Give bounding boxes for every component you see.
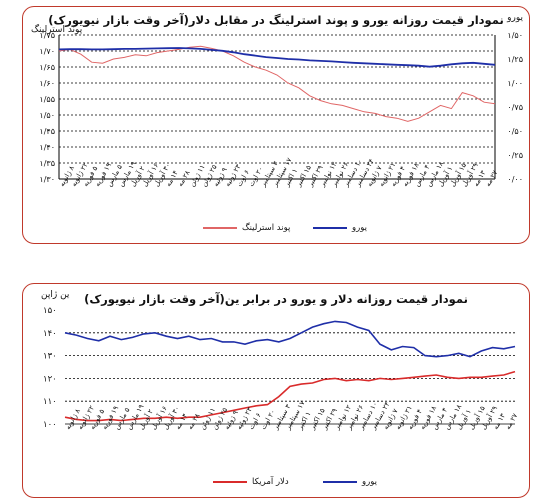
y-tick-label: ۱۱۰ [43,397,57,407]
legend-swatch-euro [313,227,347,229]
left-y-tick-label: ۱/۶۵ [39,63,55,72]
right-axis-label: یورو [507,13,523,23]
legend-euro: یورو [323,477,377,487]
right-y-tick-label: ۱/۰۰ [507,79,523,88]
series-line-0 [58,45,496,122]
x-tick-label: ۲۷ مه [484,169,500,188]
right-y-tick-label: ۰/۵۰ [507,127,523,136]
y-tick-label: ۱۵۰ [43,306,57,316]
left-y-tick-label: ۱/۵۵ [39,95,55,104]
left-y-tick-label: ۱/۷۵ [39,31,55,40]
left-y-tick-label: ۱/۴۵ [39,127,55,136]
left-axis-label: پوند استرلینگ [31,25,83,35]
left-y-tick-label: ۱/۵۰ [39,111,55,120]
y-tick-label: ۱۰۰ [43,420,57,430]
right-y-tick-label: ۱/۵۰ [507,31,523,40]
left-y-tick-label: ۱/۳۵ [39,159,55,168]
right-y-tick-label: ۰/۲۵ [507,151,523,160]
legend-label-euro: یورو [362,477,377,487]
chart-panel-dollar-euro-yen: نمودار قیمت روزانه دلار و یورو در برابر … [22,283,530,498]
legend-label-pound: پوند استرلینگ [242,223,291,233]
y-tick-label: ۱۲۰ [43,374,57,384]
right-y-tick-label: ۱/۲۵ [507,55,523,64]
legend-pound: پوند استرلینگ [203,223,290,233]
legend-swatch-dollar [213,481,247,483]
left-y-tick-label: ۱/۶۰ [39,79,55,88]
left-y-tick-label: ۱/۷۰ [39,47,55,56]
chart-title: نمودار قیمت روزانه یورو و پوند استرلینگ … [48,13,504,27]
series-line-1 [64,370,516,422]
y-tick-label: ۱۳۰ [43,352,57,362]
legend-dollar: دلار آمریکا [213,477,289,487]
left-axis-label: ین ژاپن [41,290,70,300]
left-y-tick-label: ۱/۳۰ [39,175,55,184]
series-line-0 [64,320,516,358]
legend-label-dollar: دلار آمریکا [252,477,289,487]
left-y-tick-label: ۱/۴۰ [39,143,55,152]
chart-title: نمودار قیمت روزانه دلار و یورو در برابر … [84,292,468,306]
x-tick-label: ۲۷ مه [504,412,520,431]
legend-euro: یورو [313,223,367,233]
chart-panel-euro-pound: نمودار قیمت روزانه یورو و پوند استرلینگ … [22,6,530,244]
legend-swatch-pound [203,227,237,229]
legend-label-euro: یورو [352,223,367,233]
series-line-1 [58,47,496,68]
right-y-tick-label: ۰/۰۰ [507,175,523,184]
right-y-tick-label: ۰/۷۵ [507,103,523,112]
legend-swatch-euro [323,481,357,483]
y-tick-label: ۱۴۰ [43,329,57,339]
euro-pound-chart: ۱/۷۵ ۱/۷۰ ۱/۶۵ ۱/۶۰ ۱/۵۵ ۱/۵۰ ۱/۴۵ ۱/۴۰ ۱/۳۵ ۱/۳۰… [39,31,523,189]
